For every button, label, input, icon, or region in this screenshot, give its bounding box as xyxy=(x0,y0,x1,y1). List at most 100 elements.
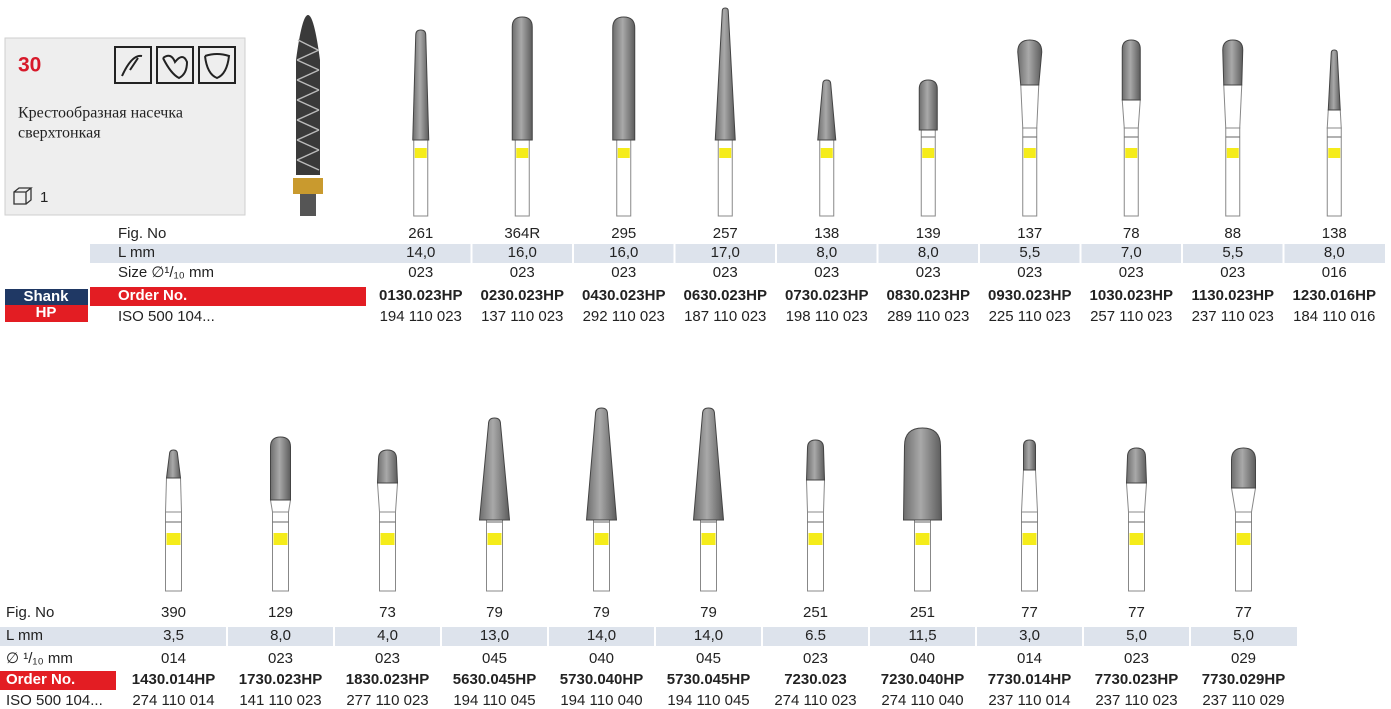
cell-fig: 261 xyxy=(408,225,433,242)
bur-head xyxy=(694,408,724,520)
cell-fig: 137 xyxy=(1017,225,1042,242)
cell-length: 5,0 xyxy=(1233,627,1254,644)
bur-head xyxy=(271,437,291,500)
cell-size: 023 xyxy=(713,264,738,281)
bur-band xyxy=(595,533,609,545)
bur-neck xyxy=(1127,483,1147,512)
cell-iso: 274 110 023 xyxy=(774,692,856,709)
cell-order: 0830.023HP xyxy=(887,287,970,304)
bur-neck xyxy=(1327,110,1341,128)
cell-order: 5630.045HP xyxy=(453,671,536,688)
bur-band xyxy=(1125,148,1137,158)
cell-length: 17,0 xyxy=(711,244,740,261)
cell-iso: 292 110 023 xyxy=(583,308,665,325)
cell-order: 1030.023HP xyxy=(1090,287,1173,304)
cell-fig: 79 xyxy=(700,604,717,621)
bur-band xyxy=(1328,148,1340,158)
bur-neck xyxy=(271,500,291,512)
description-line: сверхтонкая xyxy=(18,125,101,142)
bur-shank xyxy=(701,520,717,591)
cell-iso: 257 110 023 xyxy=(1090,308,1172,325)
pack-count: 1 xyxy=(40,189,48,206)
cell-order: 1130.023HP xyxy=(1191,287,1274,304)
bur-shank xyxy=(921,130,935,216)
cell-size: 023 xyxy=(916,264,941,281)
cell-length: 14,0 xyxy=(587,627,616,644)
cell-fig: 364R xyxy=(504,225,540,242)
bur-band xyxy=(922,148,934,158)
cell-length: 5,5 xyxy=(1222,244,1243,261)
bur-shank xyxy=(1129,512,1145,591)
cell-order: 1430.014HP xyxy=(132,671,215,688)
bur-head xyxy=(818,80,836,140)
cell-fig: 77 xyxy=(1021,604,1038,621)
bur-head xyxy=(715,8,735,140)
description-line: Крестообразная насечка xyxy=(18,105,183,122)
bur-band xyxy=(821,148,833,158)
cell-fig: 138 xyxy=(814,225,839,242)
bur-band xyxy=(618,148,630,158)
cell-iso: 194 110 040 xyxy=(560,692,642,709)
cell-iso: 237 110 023 xyxy=(1192,308,1274,325)
bur-head xyxy=(807,440,825,480)
catalog-page: 30 Крестообразная насечка сверхтонкая 1 … xyxy=(0,0,1391,709)
row-label: Order No. xyxy=(118,287,187,304)
cell-iso: 237 110 023 xyxy=(1095,692,1177,709)
cell-size: 023 xyxy=(408,264,433,281)
cell-order: 0930.023HP xyxy=(988,287,1071,304)
cell-length: 7,0 xyxy=(1121,244,1142,261)
bur-head xyxy=(1232,448,1256,488)
cell-iso: 225 110 023 xyxy=(989,308,1071,325)
cell-size: 045 xyxy=(482,650,507,667)
bur-head xyxy=(613,17,635,140)
bur-shank xyxy=(1023,128,1037,216)
bur-band xyxy=(274,533,288,545)
bur-neck xyxy=(1021,85,1039,128)
cell-length: 14,0 xyxy=(694,627,723,644)
cell-fig: 129 xyxy=(268,604,293,621)
cell-iso: 184 110 016 xyxy=(1293,308,1375,325)
bur-shank xyxy=(487,520,503,591)
bur-band xyxy=(1237,533,1251,545)
cell-fig: 77 xyxy=(1128,604,1145,621)
cell-iso: 237 110 029 xyxy=(1202,692,1284,709)
bur-neck xyxy=(1232,488,1256,512)
cell-length: 11,5 xyxy=(908,627,936,644)
cell-fig: 251 xyxy=(803,604,828,621)
bur-neck xyxy=(1022,470,1038,512)
cell-order: 7730.023HP xyxy=(1095,671,1178,688)
bur-band xyxy=(916,533,930,545)
cell-order: 0430.023HP xyxy=(582,287,665,304)
bur-shank xyxy=(380,512,396,591)
bur-shank xyxy=(808,512,824,591)
cell-length: 3,0 xyxy=(1019,627,1040,644)
row-label: Size ∅¹/₁₀ mm xyxy=(118,264,214,281)
cell-size: 040 xyxy=(589,650,614,667)
cell-order: 7730.029HP xyxy=(1202,671,1285,688)
cell-iso: 274 110 040 xyxy=(881,692,963,709)
bur-head xyxy=(1127,448,1147,483)
cell-size: 023 xyxy=(803,650,828,667)
cell-iso: 198 110 023 xyxy=(786,308,868,325)
cell-iso: 194 110 045 xyxy=(453,692,535,709)
cell-fig: 77 xyxy=(1235,604,1252,621)
bur-shank xyxy=(1236,512,1252,591)
cell-order: 1830.023HP xyxy=(346,671,429,688)
cell-fig: 138 xyxy=(1322,225,1347,242)
cell-iso: 237 110 014 xyxy=(988,692,1070,709)
cell-fig: 88 xyxy=(1224,225,1241,242)
bur-head xyxy=(919,80,937,130)
cell-size: 023 xyxy=(1220,264,1245,281)
row-label: Order No. xyxy=(6,671,75,688)
cell-length: 8,0 xyxy=(816,244,837,261)
shank-type: HP xyxy=(36,304,57,321)
cell-iso: 194 110 023 xyxy=(380,308,462,325)
bur-shank xyxy=(1124,128,1138,216)
bur-band xyxy=(1130,533,1144,545)
cell-length: 4,0 xyxy=(377,627,398,644)
cell-order: 0630.023HP xyxy=(684,287,767,304)
bur-head xyxy=(413,30,429,140)
cell-length: 5,0 xyxy=(1126,627,1147,644)
series-number: 30 xyxy=(18,54,41,77)
bur-shank xyxy=(1022,512,1038,591)
